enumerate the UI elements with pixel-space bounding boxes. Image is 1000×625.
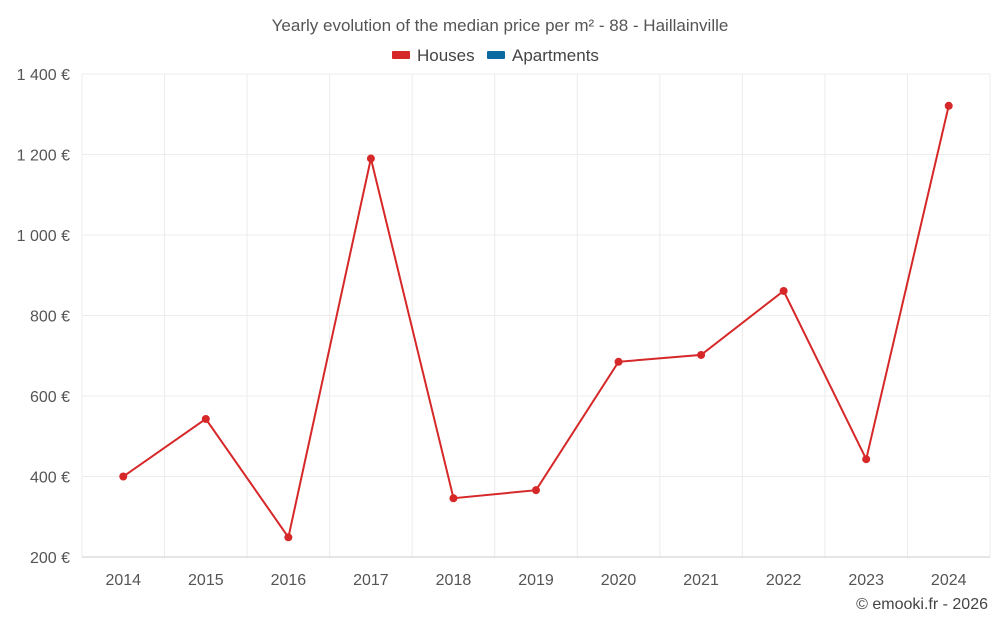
data-point[interactable] xyxy=(532,486,540,495)
x-tick-label: 2019 xyxy=(518,572,554,589)
series-points-houses xyxy=(119,101,953,542)
legend-label-houses: Houses xyxy=(417,46,475,65)
y-tick-label: 1 200 € xyxy=(17,148,70,165)
legend-label-apartments: Apartments xyxy=(512,46,599,65)
data-point[interactable] xyxy=(119,472,128,481)
x-tick-label: 2017 xyxy=(353,572,389,589)
data-point[interactable] xyxy=(201,414,210,423)
x-tick-label: 2014 xyxy=(105,572,141,589)
x-gridlines xyxy=(81,74,991,557)
y-tick-label: 200 € xyxy=(30,550,70,567)
data-point[interactable] xyxy=(944,101,953,110)
data-point[interactable] xyxy=(697,350,706,359)
x-tick-label: 2020 xyxy=(601,572,637,589)
x-axis-tick-labels: 2014 2015 2016 2017 2018 2019 2020 2021 2022 2023… xyxy=(105,572,966,589)
y-tick-label: 1 400 € xyxy=(17,67,70,84)
data-point[interactable] xyxy=(449,494,458,503)
legend-swatch-apartments xyxy=(487,51,505,59)
data-point[interactable] xyxy=(614,357,623,366)
x-tick-label: 2022 xyxy=(766,572,802,589)
data-point[interactable] xyxy=(284,533,293,542)
data-point[interactable] xyxy=(779,286,788,295)
legend-item-houses[interactable]: Houses xyxy=(392,46,475,65)
x-tick-label: 2024 xyxy=(931,572,967,589)
chart-title: Yearly evolution of the median price per… xyxy=(272,16,729,35)
credit: © emooki.fr - 2026 xyxy=(856,596,988,613)
legend-swatch-houses xyxy=(392,51,410,59)
y-tick-label: 600 € xyxy=(30,389,70,406)
data-point[interactable] xyxy=(366,154,375,163)
x-tick-label: 2016 xyxy=(271,572,307,589)
x-tick-label: 2015 xyxy=(188,572,224,589)
data-point[interactable] xyxy=(862,455,871,464)
y-tick-label: 1 000 € xyxy=(17,228,70,245)
y-tick-label: 400 € xyxy=(30,470,70,487)
y-gridlines xyxy=(82,73,990,477)
x-tick-label: 2018 xyxy=(436,572,472,589)
y-axis-tick-labels: 200 € 400 € 600 € 800 € 1 000 € 1 200 € 1 400 … xyxy=(17,67,70,567)
y-tick-label: 800 € xyxy=(30,309,70,326)
x-tick-label: 2023 xyxy=(848,572,884,589)
x-tick-label: 2021 xyxy=(683,572,719,589)
legend[interactable]: Houses Apartments xyxy=(392,46,599,65)
legend-item-apartments[interactable]: Apartments xyxy=(487,46,599,65)
